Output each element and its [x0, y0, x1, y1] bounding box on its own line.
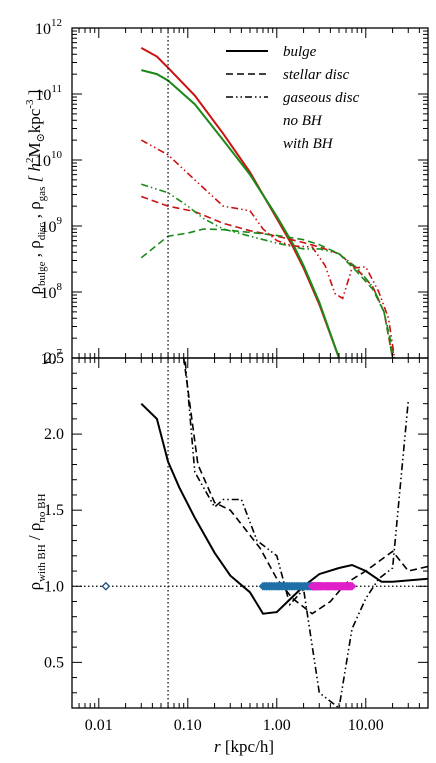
top-series-gaseous-disc-with-bh	[140, 139, 396, 358]
bottom-y-tick-label: 1.5	[44, 502, 64, 519]
bottom-ylabel-part-3: no BH	[36, 494, 48, 523]
top-series-group	[140, 47, 396, 358]
top-panel: 107 108 109 1010 1011 1012 bulge stellar disc g…	[24, 17, 429, 368]
bottom-y-tick-label: 1.0	[44, 578, 64, 595]
bottom-x-tick-label: 0.01	[85, 717, 113, 734]
top-y-tick-label: 1011	[35, 83, 62, 104]
ylabel-part-10: kpc	[25, 108, 44, 133]
bottom-x-tick-labels: 0.01 0.10 1.00 10.00	[85, 717, 384, 734]
ylabel-part-9: ⊙	[35, 133, 47, 142]
bottom-ylabel-part-0: ρ	[25, 582, 44, 590]
legend-label-no-BH: no BH	[283, 113, 323, 129]
bottom-y-tick-label: 2.5	[44, 350, 64, 367]
ylabel-part-1: bulge	[36, 261, 48, 286]
top-axes-frame	[71, 27, 429, 359]
xlabel-variable: r	[214, 737, 221, 756]
top-series-stellar-disc-with-bh	[141, 195, 394, 358]
ylabel-part-12: ]	[25, 90, 44, 100]
legend-label-with-BH: with BH	[283, 136, 334, 152]
bottom-axes	[71, 357, 429, 709]
bottom-y-tick-label: 0.5	[44, 654, 64, 671]
bottom-series-group	[140, 358, 428, 708]
bottom-x-tick-label: 0.10	[174, 717, 202, 734]
marker-magenta-marker-band	[347, 581, 357, 591]
bottom-x-tick-label: 10.00	[348, 717, 384, 734]
bottom-ylabel-part-2: / ρ	[25, 523, 44, 545]
bottom-x-tick-label: 1.00	[263, 717, 291, 734]
xlabel-unit: [kpc/h]	[225, 737, 274, 756]
top-y-tick-label: 108	[41, 281, 63, 302]
ylabel-part-11: -3	[24, 99, 36, 109]
ylabel-part-5: gas	[36, 187, 48, 202]
top-series-stellar-disc-no-bh	[140, 228, 396, 358]
ylabel-part-7: 2	[24, 158, 36, 164]
top-y-axis-label: ρbulge , ρdisc , ρgas [ h2M⊙kpc-3 ]	[24, 90, 48, 295]
bottom-series-gaseous-disc	[184, 358, 410, 708]
marker-isolated-marker	[101, 581, 111, 591]
top-y-tick-labels: 107 108 109 1010 1011 1012	[35, 17, 63, 368]
top-axes	[71, 27, 429, 359]
ylabel-part-4: , ρ	[25, 201, 44, 222]
legend-label-bulge: bulge	[283, 44, 317, 60]
top-y-tick-label: 107	[41, 347, 63, 368]
bottom-x-axis-label: r [kpc/h]	[214, 737, 274, 756]
bottom-y-axis-label: ρwith BH / ρno BH	[25, 494, 48, 591]
ylabel-part-3: disc	[36, 222, 48, 240]
legend-label-stellar-disc: stellar disc	[283, 67, 350, 83]
top-series-gaseous-disc-no-bh	[141, 183, 394, 358]
ylabel-part-2: , ρ	[25, 240, 44, 261]
bottom-panel: 0.5 1.0 1.5 2.0 2.5 0.01 0.10 1.00 10.00 ρwith …	[25, 350, 429, 756]
bottom-series-stellar-disc	[182, 358, 428, 615]
top-y-tick-label: 109	[41, 215, 63, 236]
top-y-tick-label: 1012	[35, 17, 62, 38]
ylabel-part-8: M	[25, 142, 44, 157]
bottom-ylabel-part-1: with BH	[36, 544, 48, 582]
legend-label-gaseous-disc: gaseous disc	[283, 90, 360, 106]
bottom-y-tick-labels: 0.5 1.0 1.5 2.0 2.5	[44, 350, 64, 671]
top-series-bulge-no-bh	[141, 69, 340, 358]
bottom-axes-frame	[71, 357, 429, 709]
top-y-tick-label: 1010	[35, 149, 63, 170]
legend: bulge stellar disc gaseous disc no BH with B…	[226, 44, 360, 152]
ylabel-part-0: ρ	[25, 286, 44, 294]
bottom-markers	[101, 581, 357, 591]
bottom-y-tick-label: 2.0	[44, 426, 64, 443]
ylabel-part-6: [ h	[25, 163, 44, 187]
bottom-reference-lines	[72, 358, 428, 708]
